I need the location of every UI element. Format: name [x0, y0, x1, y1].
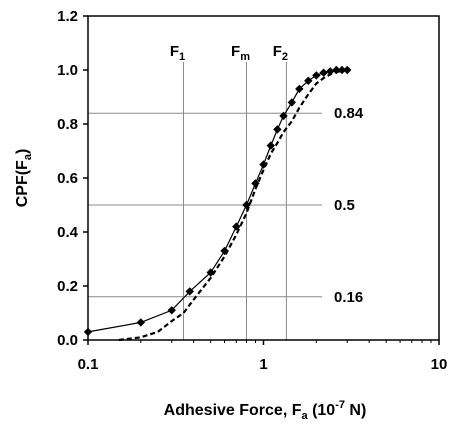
ref-label-vertical-main: F [231, 43, 240, 60]
ref-label-horizontal: 0.5 [334, 197, 355, 214]
data-point-diamond [185, 287, 194, 296]
data-point-diamond [136, 318, 146, 327]
data-point-diamond [279, 111, 288, 121]
axes-layer: 0.0 0.2 0.4 0.6 0.8 1.0 1.2 0.1 1 10 [57, 8, 447, 373]
y-tick-label: 1.2 [57, 8, 78, 25]
x-tick-label: 10 [431, 356, 448, 373]
series-dashed-line [118, 68, 348, 342]
x-tick-label: 1 [259, 356, 267, 373]
y-tick-label: 0.6 [57, 170, 78, 187]
data-point-diamond [304, 76, 313, 85]
data-point-diamond [287, 98, 297, 107]
y-tick-label: 1.0 [57, 62, 78, 79]
y-axis-title-sub: a [22, 153, 34, 160]
data-point-diamond [312, 71, 321, 80]
ref-label-vertical-sub: 1 [179, 51, 185, 63]
data-point-diamond [337, 65, 347, 75]
data-point-diamond [326, 67, 335, 76]
series-solid-line [87, 69, 348, 333]
x-axis-title-unit-open: (10 [308, 402, 336, 419]
data-point-diamond [259, 160, 268, 169]
plot-frame [87, 15, 440, 341]
x-axis-title-main: Adhesive Force, F [164, 402, 302, 419]
x-axis-title-unit-close: N) [345, 402, 366, 419]
data-point-diamond [343, 65, 352, 75]
data-point-diamond [319, 68, 328, 77]
y-tick-label: 0.2 [57, 278, 78, 295]
data-point-diamond [273, 125, 282, 134]
ref-label-vertical-main: F [170, 43, 179, 60]
ref-label-vertical-main: F [273, 43, 282, 60]
ref-label-vertical: F2 [273, 43, 288, 63]
y-tick-label: 0.8 [57, 116, 78, 133]
x-axis-title: Adhesive Force, Fa (10-7 N) [164, 399, 367, 422]
ref-label-horizontal: 0.16 [334, 289, 363, 306]
x-axis-title-sup: -7 [335, 399, 345, 411]
x-tick-label: 0.1 [78, 356, 99, 373]
y-axis-title-close: ) [14, 149, 31, 154]
y-axis-title: CPF(Fa) [14, 149, 34, 208]
ref-label-vertical-sub: 2 [282, 51, 288, 63]
y-tick-label: 0.0 [57, 332, 78, 349]
ref-label-vertical: Fm [231, 43, 250, 63]
data-point-diamond [167, 306, 176, 315]
y-tick-label: 0.4 [57, 224, 79, 241]
y-axis-title-main: CPF(F [14, 160, 31, 207]
ref-label-vertical: F1 [170, 43, 185, 63]
data-point-diamond [266, 141, 275, 150]
ref-label-vertical-sub: m [240, 51, 250, 63]
x-axis-title-sub: a [302, 410, 309, 422]
data-point-diamond [295, 84, 304, 94]
series-layer [83, 65, 352, 342]
ref-label-horizontal: 0.84 [334, 105, 364, 122]
